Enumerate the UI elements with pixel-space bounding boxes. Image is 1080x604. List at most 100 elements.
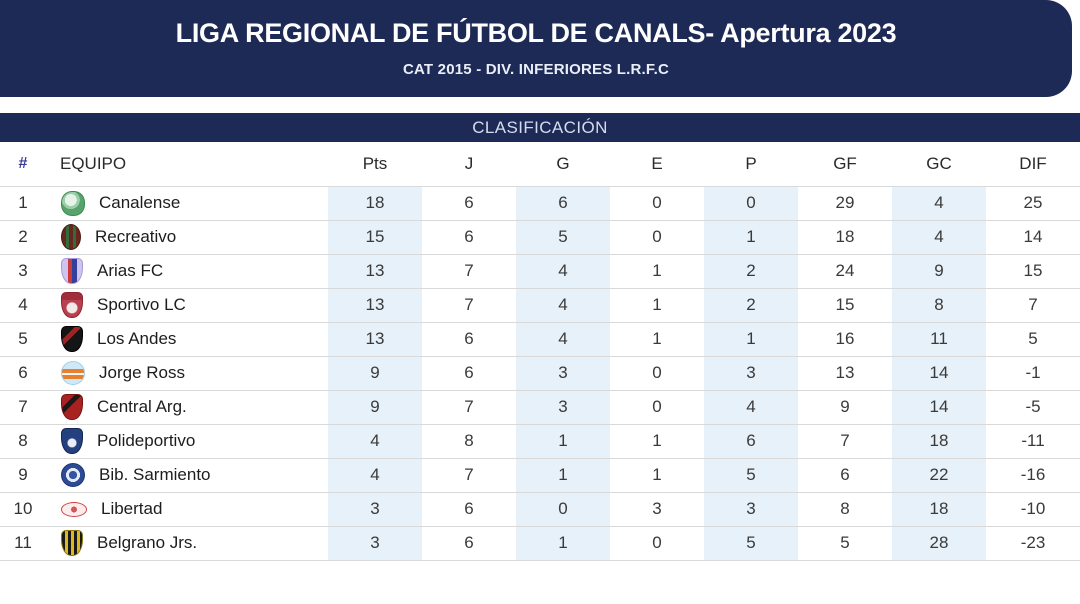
team-name: Arias FC: [97, 261, 164, 280]
team-name: Jorge Ross: [99, 363, 185, 382]
stat-cell-dif: 14: [986, 219, 1080, 254]
stat-cell-gf: 16: [798, 321, 892, 356]
stat-cell-g: 4: [516, 321, 610, 356]
sportivo-lc-crest-icon: [61, 292, 83, 318]
stat-cell-pts: 13: [328, 253, 422, 288]
polideportivo-crest-icon: [61, 428, 83, 454]
stat-cell-dif: 15: [986, 253, 1080, 288]
stat-cell-pts: 13: [328, 287, 422, 322]
stat-cell-gc: 14: [892, 389, 986, 424]
stat-cell-j: 6: [422, 219, 516, 254]
stat-cell-g: 4: [516, 253, 610, 288]
stat-cell-dif: -11: [986, 423, 1080, 458]
stat-cell-e: 3: [610, 491, 704, 526]
stat-cell-p: 0: [704, 185, 798, 220]
position-cell: 4: [0, 287, 46, 322]
stat-cell-p: 5: [704, 457, 798, 492]
stat-cell-p: 4: [704, 389, 798, 424]
stat-cell-g: 4: [516, 287, 610, 322]
team-cell: Recreativo: [46, 219, 328, 254]
stat-cell-j: 6: [422, 321, 516, 356]
stat-cell-dif: -23: [986, 525, 1080, 561]
team-cell: Los Andes: [46, 321, 328, 356]
stat-cell-gc: 28: [892, 525, 986, 561]
stat-cell-p: 2: [704, 253, 798, 288]
stat-cell-gf: 29: [798, 185, 892, 220]
table-row: 6 Jorge Ross 9 6 3 0 3 13 14 -1: [0, 355, 1080, 390]
team-name: Canalense: [99, 193, 181, 212]
standings-table-body: 1 Canalense 18 6 6 0 0 29 4 25 2 Recreativo 15 6 5 0 1 18…: [0, 185, 1080, 561]
team-name: Bib. Sarmiento: [99, 465, 211, 484]
stat-cell-pts: 9: [328, 355, 422, 390]
stat-cell-dif: -16: [986, 457, 1080, 492]
stat-cell-g: 0: [516, 491, 610, 526]
belgrano-juniors-crest-icon: [61, 530, 83, 556]
team-name: Los Andes: [97, 329, 177, 348]
stat-cell-p: 6: [704, 423, 798, 458]
stat-cell-p: 3: [704, 491, 798, 526]
team-wrap: Central Arg.: [47, 394, 327, 420]
table-header-row: # EQUIPO Pts J G E P GF GC DIF: [0, 142, 1080, 186]
team-wrap: Libertad: [47, 499, 327, 519]
team-cell: Libertad: [46, 491, 328, 526]
biblioteca-sarmiento-crest-icon: [61, 463, 85, 487]
stat-cell-gc: 4: [892, 185, 986, 220]
team-name: Central Arg.: [97, 397, 187, 416]
stat-cell-j: 7: [422, 287, 516, 322]
team-wrap: Canalense: [47, 190, 327, 216]
team-name: Recreativo: [95, 227, 177, 246]
stat-cell-gf: 24: [798, 253, 892, 288]
stat-cell-e: 0: [610, 185, 704, 220]
stat-cell-e: 1: [610, 287, 704, 322]
stat-cell-gf: 9: [798, 389, 892, 424]
los-andes-crest-icon: [61, 326, 83, 352]
stat-cell-p: 1: [704, 219, 798, 254]
column-header-g: G: [556, 153, 570, 173]
column-header-dif: DIF: [1019, 153, 1047, 173]
stat-cell-g: 1: [516, 525, 610, 561]
position-cell: 3: [0, 253, 46, 288]
stat-cell-j: 6: [422, 185, 516, 220]
stat-cell-gf: 6: [798, 457, 892, 492]
table-row: 1 Canalense 18 6 6 0 0 29 4 25: [0, 185, 1080, 220]
stat-cell-gc: 11: [892, 321, 986, 356]
table-row: 11 Belgrano Jrs. 3 6 1 0 5 5 28 -23: [0, 525, 1080, 561]
stat-cell-gf: 13: [798, 355, 892, 390]
stat-cell-dif: 25: [986, 185, 1080, 220]
column-header-gf: GF: [833, 153, 857, 173]
team-wrap: Belgrano Jrs.: [47, 530, 327, 556]
column-header-gc: GC: [926, 153, 952, 173]
stat-cell-g: 3: [516, 389, 610, 424]
central-argentino-crest-icon: [61, 394, 83, 420]
league-subtitle: CAT 2015 - DIV. INFERIORES L.R.F.C: [402, 61, 670, 78]
recreativo-crest-icon: [61, 224, 81, 250]
table-row: 4 Sportivo LC 13 7 4 1 2 15 8 7: [0, 287, 1080, 322]
canalense-crest-icon: [61, 190, 85, 216]
table-row: 8 Polideportivo 4 8 1 1 6 7 18 -11: [0, 423, 1080, 458]
team-cell: Sportivo LC: [46, 287, 328, 322]
column-header-equipo: EQUIPO: [60, 153, 127, 173]
stat-cell-j: 7: [422, 389, 516, 424]
column-header-e: E: [651, 153, 663, 173]
stat-cell-j: 6: [422, 355, 516, 390]
stat-cell-p: 2: [704, 287, 798, 322]
classification-title: CLASIFICACIÓN: [472, 117, 608, 137]
position-cell: 10: [0, 491, 46, 526]
position-cell: 11: [0, 525, 46, 561]
stat-cell-g: 6: [516, 185, 610, 220]
column-header-position: #: [18, 154, 28, 172]
stat-cell-gc: 18: [892, 423, 986, 458]
team-name: Sportivo LC: [97, 295, 186, 314]
table-row: 5 Los Andes 13 6 4 1 1 16 11 5: [0, 321, 1080, 356]
stat-cell-g: 3: [516, 355, 610, 390]
position-cell: 9: [0, 457, 46, 492]
stat-cell-j: 7: [422, 457, 516, 492]
stat-cell-j: 8: [422, 423, 516, 458]
position-cell: 2: [0, 219, 46, 254]
stat-cell-pts: 18: [328, 185, 422, 220]
stat-cell-e: 0: [610, 355, 704, 390]
stat-cell-e: 0: [610, 389, 704, 424]
team-cell: Jorge Ross: [46, 355, 328, 390]
position-cell: 5: [0, 321, 46, 356]
stat-cell-pts: 3: [328, 525, 422, 561]
